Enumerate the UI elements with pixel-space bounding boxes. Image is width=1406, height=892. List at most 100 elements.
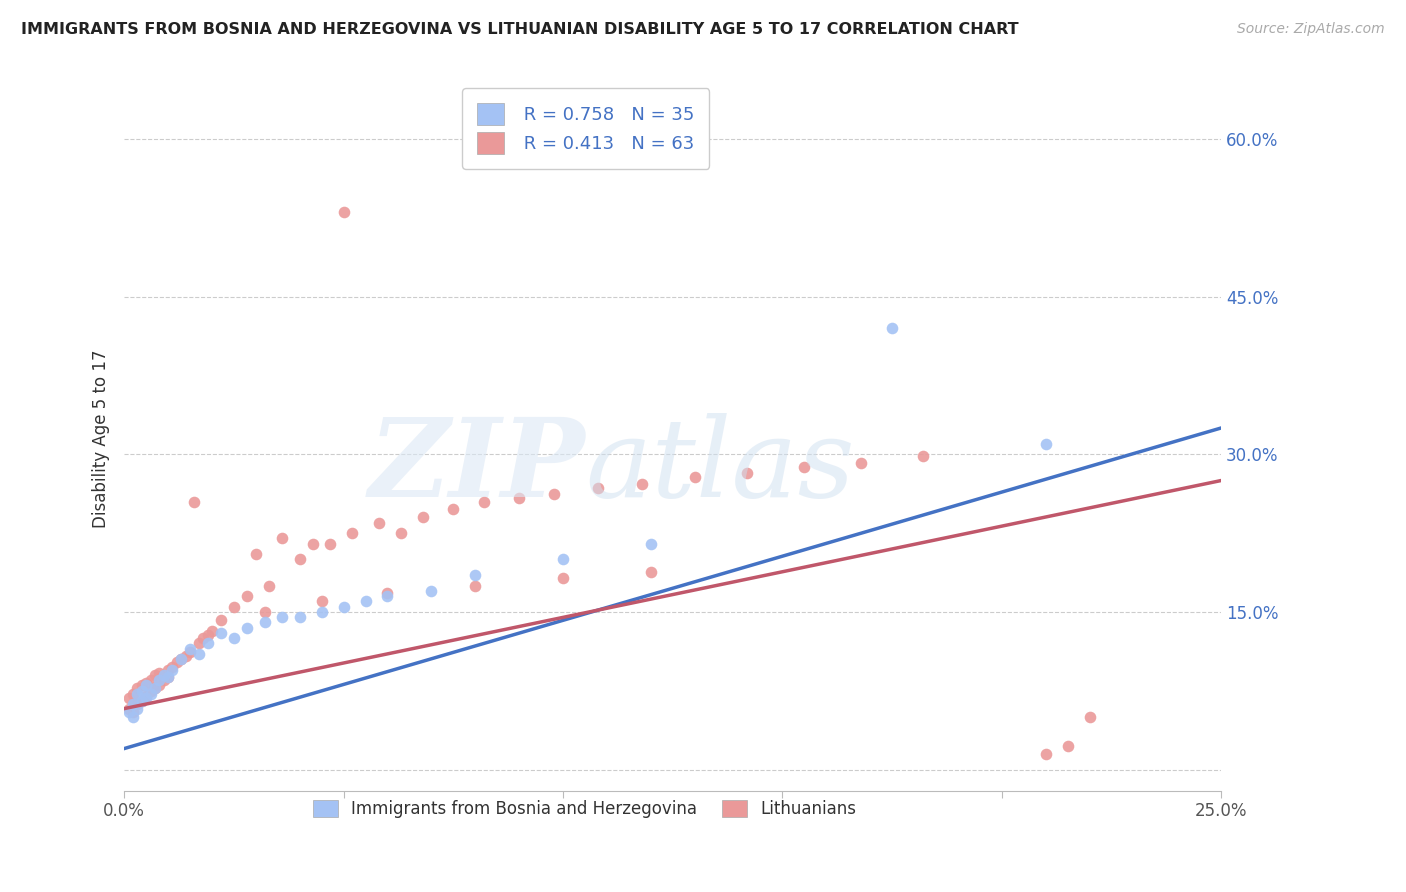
Point (543, 487, 565, 501)
Point (209, 626, 232, 640)
Point (157, 670, 180, 684)
Point (170, 652, 193, 666)
Point (183, 494, 205, 508)
Point (851, 456, 873, 470)
Point (152, 673, 174, 688)
Point (1035, 747, 1057, 761)
Point (131, 678, 153, 692)
Point (148, 673, 170, 688)
Point (135, 678, 157, 692)
Point (122, 705, 145, 719)
Point (143, 681, 166, 695)
Text: atlas: atlas (585, 413, 855, 520)
Point (472, 494, 495, 508)
Point (197, 628, 219, 642)
Point (157, 663, 180, 677)
Point (222, 631, 245, 645)
Point (122, 687, 145, 701)
Point (117, 691, 139, 706)
Point (271, 610, 294, 624)
Point (332, 205, 354, 219)
Point (222, 599, 245, 614)
Point (420, 583, 443, 598)
Point (131, 683, 153, 698)
Point (1078, 710, 1101, 724)
Point (911, 450, 934, 464)
Point (441, 502, 464, 516)
Point (162, 659, 184, 673)
Point (464, 579, 486, 593)
Point (271, 532, 294, 546)
Text: ZIP: ZIP (368, 413, 585, 520)
Point (209, 613, 232, 627)
Point (342, 526, 364, 541)
Point (135, 691, 157, 706)
Point (880, 321, 903, 335)
Point (201, 624, 224, 638)
Point (377, 589, 399, 603)
Point (127, 681, 149, 695)
Point (412, 510, 434, 524)
Point (187, 647, 209, 661)
Point (551, 552, 574, 566)
Point (389, 526, 412, 541)
Point (122, 710, 145, 724)
Point (311, 594, 333, 608)
Point (302, 536, 325, 550)
Point (179, 645, 201, 659)
Point (640, 565, 662, 579)
Point (157, 670, 180, 684)
Point (162, 663, 184, 677)
Legend: Immigrants from Bosnia and Herzegovina, Lithuanians: Immigrants from Bosnia and Herzegovina, … (307, 793, 863, 824)
Point (170, 652, 193, 666)
Point (367, 516, 389, 530)
Point (319, 536, 342, 550)
Point (148, 678, 170, 692)
Point (135, 676, 157, 690)
Point (139, 687, 162, 701)
Point (377, 586, 399, 600)
Point (143, 681, 166, 695)
Point (257, 579, 280, 593)
Point (117, 705, 139, 719)
Point (139, 683, 162, 698)
Point (253, 605, 276, 619)
Point (236, 589, 259, 603)
Text: IMMIGRANTS FROM BOSNIA AND HERZEGOVINA VS LITHUANIAN DISABILITY AGE 5 TO 17 CORR: IMMIGRANTS FROM BOSNIA AND HERZEGOVINA V… (21, 22, 1019, 37)
Point (127, 701, 149, 715)
Point (174, 648, 197, 663)
Point (354, 594, 377, 608)
Point (288, 610, 311, 624)
Text: Source: ZipAtlas.com: Source: ZipAtlas.com (1237, 22, 1385, 37)
Point (1035, 436, 1057, 450)
Point (640, 536, 662, 550)
Point (253, 615, 276, 630)
Point (166, 656, 188, 670)
Point (245, 547, 267, 561)
Point (311, 605, 333, 619)
Point (179, 641, 201, 656)
Point (193, 631, 215, 645)
Point (152, 668, 174, 682)
Point (135, 689, 157, 703)
Point (1056, 739, 1078, 754)
Point (683, 470, 706, 484)
Point (793, 459, 815, 474)
Point (197, 636, 219, 650)
Point (131, 694, 153, 708)
Point (148, 665, 170, 680)
Point (551, 571, 574, 585)
Point (631, 476, 654, 491)
Point (332, 599, 354, 614)
Point (586, 481, 609, 495)
Y-axis label: Disability Age 5 to 17: Disability Age 5 to 17 (93, 350, 110, 528)
Point (288, 552, 311, 566)
Point (122, 698, 145, 712)
Point (236, 621, 259, 635)
Point (735, 466, 758, 480)
Point (131, 694, 153, 708)
Point (139, 673, 162, 688)
Point (127, 687, 149, 701)
Point (464, 568, 486, 582)
Point (508, 491, 530, 506)
